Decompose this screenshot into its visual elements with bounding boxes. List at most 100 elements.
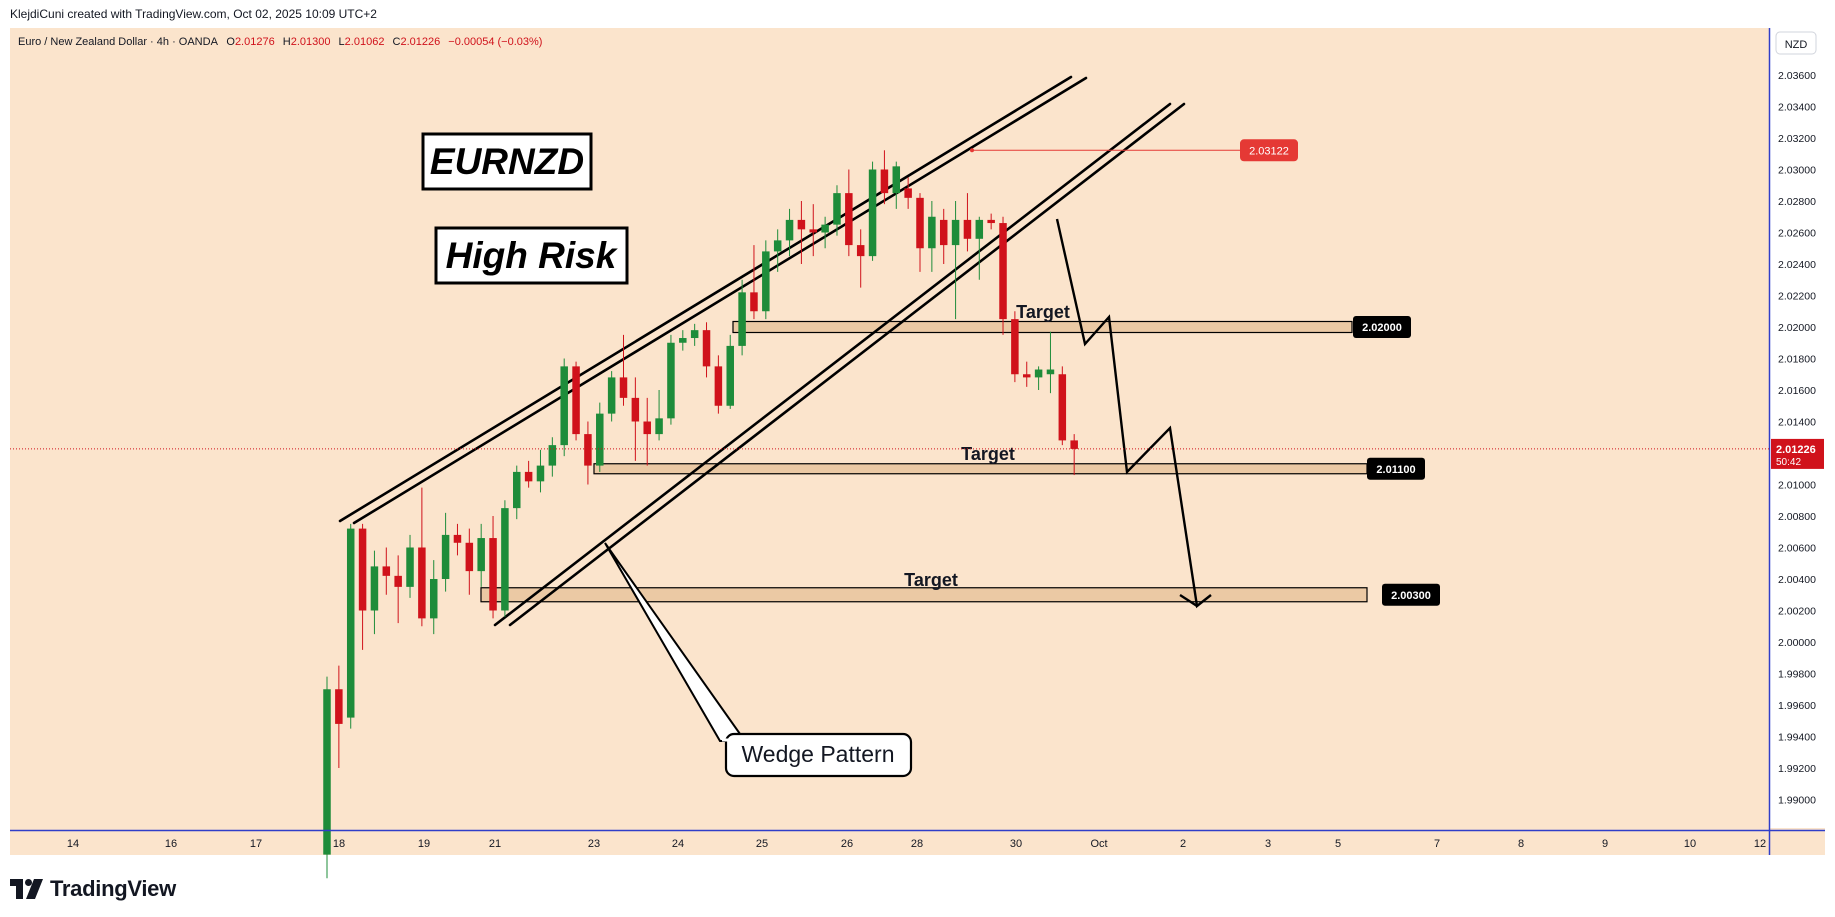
target-price-label: 2.00300 — [1391, 590, 1431, 602]
target-label: Target — [961, 444, 1015, 464]
target-price-badge — [1353, 316, 1411, 338]
wedge-lines — [338, 75, 1186, 627]
target-price-badge — [1382, 583, 1440, 606]
candle-body — [916, 197, 924, 249]
candle-body — [999, 223, 1007, 320]
target-zone — [593, 463, 1368, 475]
candle-body — [667, 342, 675, 419]
candle-body — [880, 169, 889, 194]
candle-body — [975, 219, 984, 239]
candle-body — [524, 471, 533, 482]
candle-body — [809, 229, 818, 233]
wedge-callout: Wedge Pattern — [604, 542, 913, 778]
candle-body — [856, 245, 865, 257]
tradingview-logo[interactable]: TradingView — [10, 876, 176, 902]
price-tick-label: 1.99200 — [1778, 763, 1816, 775]
time-tick-label: Oct — [1090, 838, 1107, 850]
time-tick-label: 2 — [1180, 838, 1186, 850]
candle-body — [738, 292, 746, 346]
candle-body — [821, 224, 829, 233]
legend-low: 2.01062 — [345, 36, 385, 48]
time-tick-label: 18 — [333, 838, 345, 850]
high-marker-label: 2.03122 — [1249, 145, 1289, 157]
candle-body — [631, 397, 640, 422]
legend-symbol: Euro / New Zealand Dollar · 4h · OANDA — [18, 36, 219, 48]
price-tick-label: 1.99400 — [1778, 732, 1816, 744]
candle-body — [690, 330, 699, 339]
attribution-text: KlejdiCuni created with TradingView.com,… — [10, 7, 377, 21]
time-tick-label: 19 — [418, 838, 430, 850]
candle-body — [951, 219, 960, 246]
time-tick-label: 24 — [672, 838, 684, 850]
legend-open: 2.01276 — [235, 36, 275, 48]
candle-body — [762, 251, 770, 312]
attribution-bar: KlejdiCuni created with TradingView.com,… — [10, 7, 377, 21]
target-label: Target — [904, 570, 958, 590]
last-price-label: 2.01226 — [1776, 444, 1816, 456]
title-box: EURNZD — [421, 132, 593, 191]
risk-title: High Risk — [446, 235, 619, 276]
time-tick-label: 14 — [67, 838, 79, 850]
candle-body — [489, 538, 497, 611]
symbol-title: EURNZD — [430, 141, 584, 182]
candle-body — [465, 542, 474, 572]
time-tick-label: 5 — [1335, 838, 1341, 850]
price-tick-label: 2.00600 — [1778, 543, 1816, 555]
legend-open-label: O — [226, 36, 235, 48]
time-tick-label: 25 — [756, 838, 768, 850]
price-axis-background — [1770, 28, 1825, 828]
candle-body — [833, 193, 841, 225]
candle-body — [892, 166, 901, 194]
legend-line: Euro / New Zealand Dollar · 4h · OANDA O… — [18, 36, 542, 48]
price-tick-label: 2.03400 — [1778, 102, 1816, 114]
tradingview-logo-text: TradingView — [50, 876, 176, 901]
price-tick-label: 2.02400 — [1778, 259, 1816, 271]
price-tick-label: 2.00400 — [1778, 574, 1816, 586]
price-tick-label: 2.00000 — [1778, 637, 1816, 649]
tradingview-logo-icon — [10, 879, 43, 899]
currency-button-label[interactable]: NZD — [1785, 39, 1808, 51]
candle-body — [370, 566, 379, 611]
price-tick-label: 2.03200 — [1778, 133, 1816, 145]
price-tick-label: 2.02200 — [1778, 291, 1816, 303]
candle-body — [726, 345, 734, 406]
price-tick-label: 2.01000 — [1778, 480, 1816, 492]
candle-body — [1058, 374, 1067, 441]
price-tick-label: 2.01400 — [1778, 417, 1816, 429]
time-tick-label: 23 — [588, 838, 600, 850]
candle-body — [513, 471, 521, 509]
candle-body — [655, 418, 663, 435]
candle-body — [477, 538, 485, 572]
candle-body — [382, 566, 391, 576]
candle-body — [785, 219, 794, 241]
target-zone — [480, 587, 1368, 603]
candle-body — [868, 169, 877, 257]
currency-button[interactable]: NZD — [1775, 31, 1817, 55]
candle-body — [560, 366, 568, 446]
currency-button-frame[interactable] — [1775, 31, 1817, 55]
candle-body — [939, 219, 948, 246]
legend-high: 2.01300 — [291, 36, 331, 48]
candle-body — [1011, 319, 1019, 375]
target-price-badge — [1367, 457, 1425, 480]
price-tick-label: 2.02800 — [1778, 196, 1816, 208]
last-price-countdown: 50:42 — [1776, 457, 1801, 468]
candle-body — [429, 579, 438, 619]
target-label: Target — [1016, 302, 1070, 322]
candle-body — [619, 377, 628, 398]
time-tick-label: 17 — [250, 838, 262, 850]
candle-body — [607, 377, 616, 414]
candle-body — [584, 434, 592, 466]
legend-close: 2.01226 — [400, 36, 440, 48]
last-price-badge — [1771, 438, 1824, 469]
candle-body — [928, 216, 936, 249]
wedge-lower-line-1 — [493, 102, 1172, 627]
time-tick-label: 16 — [165, 838, 177, 850]
candle-body — [963, 219, 972, 239]
candle-body — [335, 689, 343, 724]
chart-background — [10, 28, 1825, 855]
price-tick-label: 1.99800 — [1778, 669, 1816, 681]
candle-body — [548, 445, 557, 466]
candle-body — [406, 547, 414, 587]
